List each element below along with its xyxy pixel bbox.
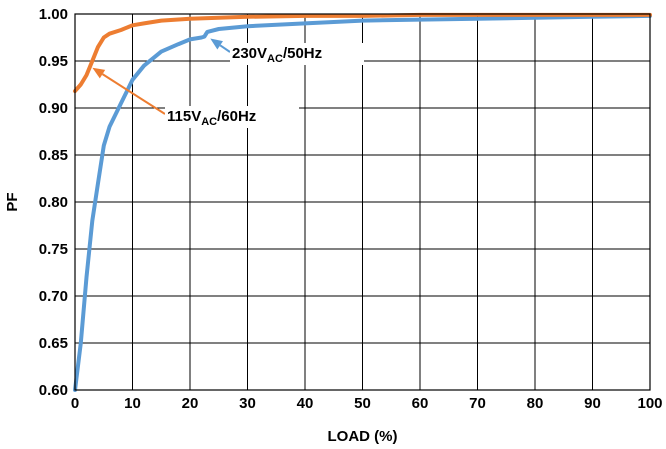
grid-lines <box>74 13 651 391</box>
annotation-voltage: 115V <box>167 108 201 125</box>
y-tick-label-0.85: 0.85 <box>39 147 68 164</box>
y-tick-label-0.80: 0.80 <box>39 194 68 211</box>
x-tick-label-90: 90 <box>584 395 601 412</box>
annotation-label: 230VAC/50Hz <box>232 45 322 65</box>
y-tick-label-0.90: 0.90 <box>39 100 68 117</box>
y-tick-label-1.00: 1.00 <box>39 6 68 23</box>
y-tick-label-0.65: 0.65 <box>39 335 68 352</box>
annotation-arrow-head <box>92 67 106 79</box>
annotation-1: 115VAC/60Hz <box>92 67 299 128</box>
annotation-arrow-line <box>101 73 166 115</box>
y-tick-label-0.75: 0.75 <box>39 241 68 258</box>
annotation-subscript: AC <box>201 116 217 128</box>
x-tick-label-30: 30 <box>239 395 256 412</box>
series-line-1 <box>73 12 652 94</box>
series-line-0 <box>73 13 652 392</box>
x-tick-label-100: 100 <box>637 395 662 412</box>
x-tick-label-20: 20 <box>182 395 199 412</box>
annotation-arrow-head <box>210 38 223 50</box>
annotation-label: 115VAC/60Hz <box>167 108 256 128</box>
x-tick-label-40: 40 <box>297 395 314 412</box>
annotation-arrow-line <box>219 44 231 53</box>
annotation-bg <box>165 106 299 128</box>
annotation-voltage: 230V <box>232 45 267 62</box>
y-tick-labels: 0.60 0.65 0.70 0.75 0.80 0.85 0.90 0.95 1.00 <box>39 6 68 399</box>
x-tick-label-70: 70 <box>469 395 486 412</box>
y-axis-title: PF <box>4 192 21 211</box>
annotation-0: 230VAC/50Hz <box>210 38 364 65</box>
series-lines <box>73 12 652 392</box>
y-tick-label-0.70: 0.70 <box>39 288 68 305</box>
annotation-frequency: /50Hz <box>283 45 322 62</box>
x-tick-label-60: 60 <box>412 395 429 412</box>
x-tick-label-50: 50 <box>354 395 371 412</box>
y-tick-label-0.95: 0.95 <box>39 53 68 70</box>
x-tick-label-0: 0 <box>71 395 79 412</box>
x-axis-title: LOAD (%) <box>328 428 398 445</box>
x-tick-label-80: 80 <box>527 395 544 412</box>
annotation-bg <box>230 43 364 65</box>
y-tick-label-0.60: 0.60 <box>39 382 68 399</box>
plot-frame <box>74 13 651 391</box>
annotation-frequency: /60Hz <box>217 108 256 125</box>
x-tick-labels: 0 10 20 30 40 50 60 70 80 90 100 <box>71 395 663 412</box>
annotation-subscript: AC <box>267 53 283 65</box>
x-tick-label-10: 10 <box>124 395 141 412</box>
